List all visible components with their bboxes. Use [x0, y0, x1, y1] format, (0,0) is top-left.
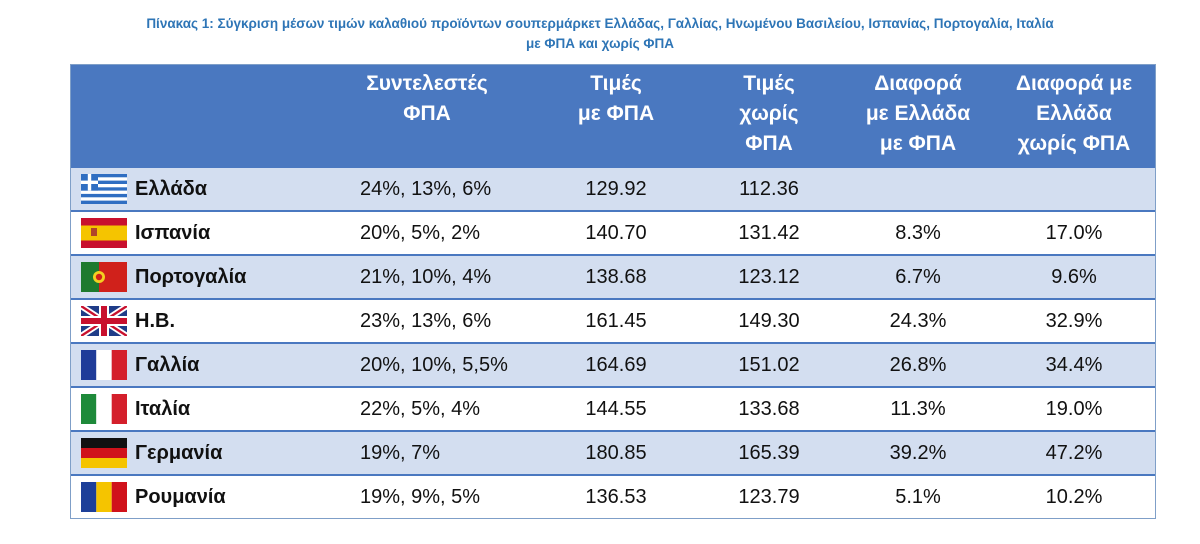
spain-flag-icon [81, 218, 127, 248]
country-name: Ρουμανία [135, 486, 226, 508]
header-vat-line-1: Συντελεστές [366, 72, 488, 95]
vat-rates-cell: 22%, 5%, 4% [360, 398, 481, 420]
greece-flag-icon [81, 174, 127, 204]
country-cell: Ελλάδα [81, 168, 331, 210]
country-cell: Ισπανία [81, 212, 331, 254]
country-cell: Γερμανία [81, 432, 331, 474]
price-with-vat-cell: 129.92 [585, 178, 647, 200]
header-diff-without-vat: Διαφορά με Ελλάδα χωρίς ΦΠΑ [999, 69, 1149, 159]
price-with-vat-cell: 136.53 [585, 486, 647, 508]
header-diff-with-vat: Διαφορά με Ελλάδα με ΦΠΑ [843, 69, 993, 159]
vat-rates-cell: 21%, 10%, 4% [360, 266, 492, 288]
vat-rates-cell: 24%, 13%, 6% [360, 178, 492, 200]
table-row: Η.Β. 23%, 13%, 6% 161.45 149.30 24.3% 32.9% [71, 298, 1155, 342]
header-with-vat-line-2: με ΦΠΑ [577, 102, 655, 125]
vat-rates-cell: 20%, 5%, 2% [360, 222, 481, 244]
price-without-vat-cell: 133.68 [738, 398, 800, 420]
price-without-vat-cell: 151.02 [738, 354, 800, 376]
diff-with-vat-cell: 39.2% [889, 442, 947, 464]
diff-with-vat-cell: 24.3% [889, 310, 947, 332]
diff-with-vat-cell: 6.7% [895, 266, 941, 288]
diff-without-vat-cell: 32.9% [1045, 310, 1103, 332]
caption-line-1: Πίνακας 1: Σύγκριση μέσων τιμών καλαθιού… [146, 16, 1054, 31]
diff-without-vat-cell: 34.4% [1045, 354, 1103, 376]
diff-without-vat-cell: 19.0% [1045, 398, 1103, 420]
header-prices-without-vat: Τιμές χωρίς ΦΠΑ [701, 69, 837, 159]
vat-rates-cell: 23%, 13%, 6% [360, 310, 492, 332]
price-comparison-table: Συντελεστές ΦΠΑ Τιμές με ΦΠΑ Τιμές χωρίς… [70, 64, 1156, 519]
diff-without-vat-cell: 10.2% [1045, 486, 1103, 508]
country-name: Γαλλία [135, 354, 200, 376]
header-prices-with-vat: Τιμές με ΦΠΑ [543, 69, 689, 129]
price-without-vat-cell: 123.12 [738, 266, 800, 288]
diff-without-vat-cell: 47.2% [1045, 442, 1103, 464]
country-name: Γερμανία [135, 442, 223, 464]
header-without-vat-line-1: Τιμές [743, 72, 795, 95]
diff-without-vat-cell: 17.0% [1045, 222, 1103, 244]
header-diff-without-line-1: Διαφορά με [1015, 72, 1133, 95]
price-with-vat-cell: 161.45 [585, 310, 647, 332]
country-cell: Ρουμανία [81, 476, 331, 518]
italy-flag-icon [81, 394, 127, 424]
price-without-vat-cell: 123.79 [738, 486, 800, 508]
country-name: Ελλάδα [135, 178, 208, 200]
diff-with-vat-cell: 8.3% [895, 222, 941, 244]
vat-rates-cell: 20%, 10%, 5,5% [360, 354, 508, 376]
country-name: Ισπανία [135, 222, 211, 244]
country-name: Ιταλία [135, 398, 191, 420]
header-vat-line-2: ΦΠΑ [403, 102, 451, 125]
table-row: Πορτογαλία 21%, 10%, 4% 138.68 123.12 6.7% 9.… [71, 254, 1155, 298]
table-row: Ισπανία 20%, 5%, 2% 140.70 131.42 8.3% 17.0% [71, 210, 1155, 254]
header-diff-without-line-3: χωρίς ΦΠΑ [1017, 132, 1131, 155]
table-caption: Πίνακας 1: Σύγκριση μέσων τιμών καλαθιού… [0, 14, 1200, 54]
country-name: Η.Β. [135, 310, 175, 332]
france-flag-icon [81, 350, 127, 380]
header-diff-without-line-2: Ελλάδα [1036, 102, 1112, 125]
price-with-vat-cell: 144.55 [585, 398, 647, 420]
germany-flag-icon [81, 438, 127, 468]
country-cell: Ιταλία [81, 388, 331, 430]
price-with-vat-cell: 164.69 [585, 354, 647, 376]
table-row: Γερμανία 19%, 7% 180.85 165.39 39.2% 47.2% [71, 430, 1155, 474]
table-header: Συντελεστές ΦΠΑ Τιμές με ΦΠΑ Τιμές χωρίς… [71, 65, 1155, 166]
price-without-vat-cell: 149.30 [738, 310, 800, 332]
header-without-vat-line-3: ΦΠΑ [745, 132, 793, 155]
header-diff-with-line-2: με Ελλάδα [865, 102, 971, 125]
table-row: Ελλάδα 24%, 13%, 6% 129.92 112.36 [71, 166, 1155, 210]
header-diff-with-line-3: με ΦΠΑ [879, 132, 957, 155]
diff-without-vat-cell [999, 168, 1149, 210]
portugal-flag-icon [81, 262, 127, 292]
table-row: Γαλλία 20%, 10%, 5,5% 164.69 151.02 26.8% 34.… [71, 342, 1155, 386]
country-cell: Γαλλία [81, 344, 331, 386]
price-without-vat-cell: 112.36 [739, 178, 799, 200]
diff-without-vat-cell: 9.6% [1051, 266, 1097, 288]
diff-with-vat-cell: 5.1% [895, 486, 941, 508]
header-without-vat-line-2: χωρίς [739, 102, 799, 125]
price-with-vat-cell: 180.85 [585, 442, 647, 464]
table-row: Ρουμανία 19%, 9%, 5% 136.53 123.79 5.1% 10.2% [71, 474, 1155, 518]
country-cell: Η.Β. [81, 300, 331, 342]
diff-with-vat-cell: 26.8% [889, 354, 947, 376]
price-without-vat-cell: 131.42 [738, 222, 800, 244]
caption-line-2: με ΦΠΑ και χωρίς ΦΠΑ [526, 36, 674, 51]
uk-flag-icon [81, 306, 127, 336]
header-with-vat-line-1: Τιμές [590, 72, 642, 95]
price-without-vat-cell: 165.39 [738, 442, 800, 464]
country-cell: Πορτογαλία [81, 256, 331, 298]
romania-flag-icon [81, 482, 127, 512]
diff-with-vat-cell [843, 168, 993, 210]
diff-with-vat-cell: 11.3% [890, 398, 946, 420]
header-diff-with-line-1: Διαφορά [874, 72, 962, 95]
price-with-vat-cell: 138.68 [585, 266, 647, 288]
vat-rates-cell: 19%, 9%, 5% [360, 486, 481, 508]
header-vat-rates: Συντελεστές ΦΠΑ [321, 69, 533, 129]
table-row: Ιταλία 22%, 5%, 4% 144.55 133.68 11.3% 19.0% [71, 386, 1155, 430]
price-with-vat-cell: 140.70 [585, 222, 647, 244]
country-name: Πορτογαλία [135, 266, 247, 288]
vat-rates-cell: 19%, 7% [360, 442, 441, 464]
